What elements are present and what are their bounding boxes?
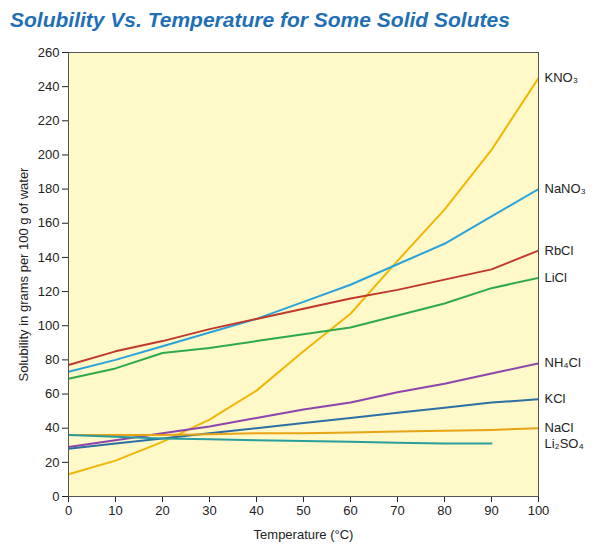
- svg-text:60: 60: [45, 386, 59, 401]
- svg-text:240: 240: [38, 79, 60, 94]
- svg-text:Solubility in grams per 100 g: Solubility in grams per 100 g of water: [16, 167, 31, 382]
- svg-text:200: 200: [38, 147, 60, 162]
- svg-text:260: 260: [38, 45, 60, 60]
- svg-text:LiCl: LiCl: [545, 270, 568, 285]
- svg-text:20: 20: [155, 503, 169, 518]
- svg-text:30: 30: [202, 503, 216, 518]
- html-text:Solubility Vs. Temperature for: Solubility Vs. Temperature for Some Soli…: [10, 8, 510, 31]
- svg-text:80: 80: [45, 352, 59, 367]
- svg-text:20: 20: [45, 455, 59, 470]
- svg-text:40: 40: [45, 420, 59, 435]
- svg-text:180: 180: [38, 181, 60, 196]
- svg-text:70: 70: [390, 503, 404, 518]
- svg-text:50: 50: [296, 503, 310, 518]
- svg-text:80: 80: [437, 503, 451, 518]
- svg-text:220: 220: [38, 113, 60, 128]
- svg-text:40: 40: [249, 503, 263, 518]
- svg-text:100: 100: [528, 503, 550, 518]
- svg-text:Temperature (°C): Temperature (°C): [254, 527, 354, 542]
- svg-text:NH₄Cl: NH₄Cl: [545, 355, 581, 370]
- svg-text:100: 100: [38, 318, 60, 333]
- svg-text:KCl: KCl: [545, 391, 566, 406]
- svg-text:0: 0: [65, 503, 72, 518]
- svg-text:140: 140: [38, 250, 60, 265]
- svg-text:RbCl: RbCl: [545, 243, 574, 258]
- svg-text:NaCl: NaCl: [545, 420, 574, 435]
- svg-text:0: 0: [52, 489, 59, 504]
- svg-text:160: 160: [38, 215, 60, 230]
- svg-text:KNO₃: KNO₃: [545, 70, 578, 85]
- svg-text:Li₂SO₄: Li₂SO₄: [545, 436, 584, 451]
- svg-text:NaNO₃: NaNO₃: [545, 181, 586, 196]
- svg-text:60: 60: [343, 503, 357, 518]
- svg-text:90: 90: [484, 503, 498, 518]
- svg-text:10: 10: [108, 503, 122, 518]
- svg-text:120: 120: [38, 284, 60, 299]
